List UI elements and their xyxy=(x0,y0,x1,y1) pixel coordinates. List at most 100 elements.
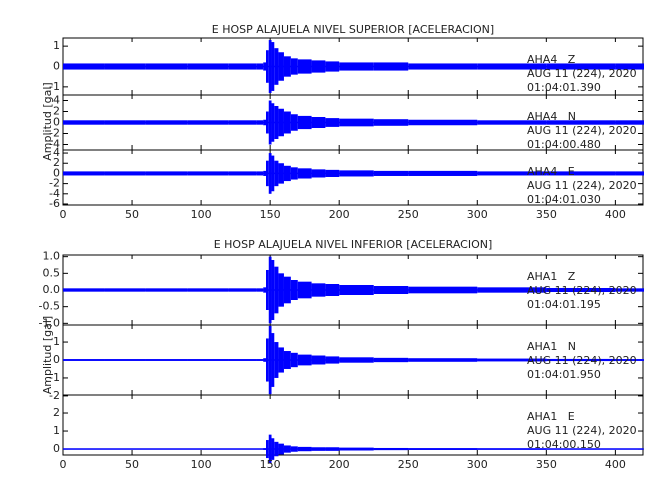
x-tick-label: 150 xyxy=(260,458,281,471)
trace-envelope xyxy=(325,61,340,72)
trace-envelope xyxy=(263,119,266,126)
trace-envelope xyxy=(266,440,269,459)
subplot-frame xyxy=(62,149,644,206)
trace-envelope xyxy=(408,358,478,362)
trace-envelope xyxy=(408,286,478,294)
trace-envelope xyxy=(187,63,229,70)
trace-envelope xyxy=(228,288,257,292)
trace-envelope xyxy=(373,447,409,451)
trace-envelope xyxy=(373,357,409,363)
y-tick-label: 0 xyxy=(53,60,60,73)
trace-envelope xyxy=(339,62,374,71)
trace-envelope xyxy=(643,171,644,176)
y-tick-label: -1 xyxy=(49,371,60,384)
trace-envelope xyxy=(408,63,478,70)
trace-envelope xyxy=(271,333,275,387)
trace xyxy=(63,256,644,324)
trace-envelope xyxy=(63,171,105,176)
trace xyxy=(63,325,644,395)
time-label: 01:04:00.480 xyxy=(527,138,601,151)
y-tick-label: 0 xyxy=(53,442,60,455)
station-label: AHA4 N xyxy=(527,110,576,123)
trace-envelope xyxy=(477,120,547,125)
time-label: 01:04:00.150 xyxy=(527,438,601,451)
trace-envelope xyxy=(408,170,478,176)
x-tick-label: 150 xyxy=(260,208,281,221)
trace-envelope xyxy=(283,276,291,304)
trace-envelope xyxy=(311,117,326,128)
trace xyxy=(63,40,644,93)
trace-envelope xyxy=(145,120,188,125)
trace-envelope xyxy=(325,284,340,296)
trace-envelope xyxy=(228,120,257,125)
y-tick-label: 0 xyxy=(53,353,60,366)
trace-envelope xyxy=(408,119,478,126)
x-tick-label: 200 xyxy=(329,208,350,221)
x-tick-label: 300 xyxy=(467,458,488,471)
y-tick-label: 0 xyxy=(53,116,60,129)
trace-envelope xyxy=(325,169,340,177)
y-tick-label: -2 xyxy=(49,389,60,402)
trace-envelope xyxy=(63,359,105,361)
trace-envelope xyxy=(339,170,374,177)
trace-envelope xyxy=(283,56,291,77)
trace-envelope xyxy=(187,448,229,450)
trace-envelope xyxy=(228,63,257,70)
trace-envelope xyxy=(297,354,312,366)
trace-envelope xyxy=(274,441,279,457)
y-axis-label: Amplitud [gal] xyxy=(41,316,54,394)
trace-envelope xyxy=(274,266,279,314)
trace-envelope xyxy=(268,40,272,93)
trace-envelope xyxy=(63,448,105,450)
x-tick-label: 0 xyxy=(60,208,67,221)
trace-envelope xyxy=(373,62,409,71)
station-label: AHA1 N xyxy=(527,340,576,353)
trace-envelope xyxy=(263,62,266,71)
trace-envelope xyxy=(290,114,298,131)
trace-envelope xyxy=(274,48,279,85)
trace-envelope xyxy=(643,359,644,361)
x-tick-label: 400 xyxy=(605,458,626,471)
trace-envelope xyxy=(477,287,547,293)
station-label: AHA1 Z xyxy=(527,270,576,283)
trace-envelope xyxy=(145,359,188,361)
trace-envelope xyxy=(297,168,312,179)
trace-envelope xyxy=(283,445,291,453)
y-tick-label: -1.0 xyxy=(39,316,60,329)
trace-envelope xyxy=(546,358,616,362)
date-label: AUG 11 (224), 2020 xyxy=(527,124,637,137)
x-tick-label: 300 xyxy=(467,208,488,221)
y-tick-label: 1 xyxy=(53,335,60,348)
trace-envelope xyxy=(187,171,229,176)
y-tick-label: 1 xyxy=(53,424,60,437)
trace-envelope xyxy=(145,288,188,292)
trace-envelope xyxy=(339,447,374,451)
trace-envelope xyxy=(290,446,298,452)
date-label: AUG 11 (224), 2020 xyxy=(527,354,637,367)
y-tick-label: -2 xyxy=(49,177,60,190)
trace-envelope xyxy=(615,120,643,125)
y-tick-label: 2 xyxy=(53,156,60,169)
trace-envelope xyxy=(104,63,146,70)
trace-envelope xyxy=(278,443,284,455)
trace-envelope xyxy=(477,63,547,70)
trace-envelope xyxy=(546,63,616,70)
trace-envelope xyxy=(297,281,312,299)
y-tick-label: 1 xyxy=(53,39,60,52)
y-tick-label: -6 xyxy=(49,197,60,210)
trace-envelope xyxy=(187,359,229,361)
trace-envelope xyxy=(373,170,409,176)
trace-envelope xyxy=(283,351,291,369)
trace-envelope xyxy=(290,352,298,368)
trace-envelope xyxy=(228,359,257,361)
trace-envelope xyxy=(256,359,264,361)
trace-envelope xyxy=(278,273,284,307)
trace-envelope xyxy=(263,287,266,293)
y-tick-label: -0.5 xyxy=(39,300,60,313)
trace-envelope xyxy=(283,165,291,182)
trace-envelope xyxy=(266,338,269,382)
trace-envelope xyxy=(546,171,616,176)
y-tick-label: 2 xyxy=(53,406,60,419)
trace-envelope xyxy=(104,359,146,361)
trace-envelope xyxy=(268,325,272,395)
